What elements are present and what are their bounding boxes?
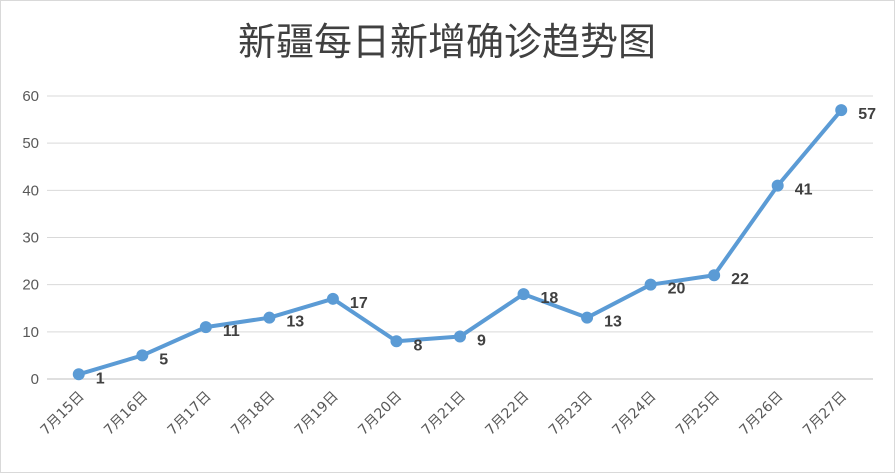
data-label: 13 — [604, 314, 622, 331]
x-tick-label: 7月22日 — [482, 389, 532, 439]
data-point — [771, 179, 784, 192]
data-point — [517, 288, 530, 301]
x-tick-label: 7月24日 — [609, 389, 659, 439]
y-tick-label: 50 — [22, 135, 39, 152]
y-tick-label: 0 — [31, 371, 39, 388]
data-point — [454, 330, 466, 343]
x-tick-label: 7月25日 — [673, 389, 723, 439]
series-layer — [72, 104, 848, 381]
data-label: 1 — [96, 370, 105, 387]
data-label: 8 — [413, 337, 422, 354]
data-label: 22 — [731, 271, 749, 288]
x-tick-label: 7月27日 — [800, 389, 850, 439]
data-label: 18 — [541, 290, 559, 307]
data-label: 5 — [159, 351, 168, 368]
y-tick-label: 30 — [22, 230, 39, 247]
y-tick-label: 10 — [22, 324, 39, 341]
data-labels: 1 5 11 13 17 8 9 18 13 20 22 41 57 — [96, 106, 876, 387]
x-tick-label: 7月17日 — [165, 389, 215, 439]
x-tick-label: 7月15日 — [38, 389, 88, 439]
x-tick-label: 7月23日 — [546, 389, 596, 439]
data-label: 57 — [858, 106, 876, 123]
x-tick-label: 7月26日 — [737, 389, 787, 439]
x-tick-label: 7月19日 — [292, 389, 342, 439]
data-point — [263, 311, 276, 324]
data-point — [708, 269, 721, 282]
data-point — [199, 321, 212, 334]
data-point — [644, 278, 657, 291]
data-label: 11 — [223, 323, 240, 340]
data-label: 17 — [350, 295, 368, 312]
data-label: 20 — [668, 281, 686, 298]
y-axis-ticks: 0 10 20 30 40 50 60 — [22, 88, 39, 388]
x-tick-label: 7月16日 — [101, 389, 151, 439]
data-point — [326, 292, 339, 305]
y-tick-label: 60 — [22, 88, 39, 105]
data-label: 41 — [795, 182, 813, 199]
data-label: 9 — [477, 333, 486, 350]
data-point — [136, 349, 149, 362]
x-axis-ticks: 7月15日 7月16日 7月17日 7月18日 7月19日 7月20日 7月21日 7月22日… — [38, 389, 850, 439]
data-point — [835, 104, 848, 117]
data-point — [390, 335, 403, 348]
x-tick-label: 7月18日 — [228, 389, 278, 439]
data-point — [72, 368, 85, 381]
y-tick-label: 20 — [22, 277, 39, 294]
y-tick-label: 40 — [22, 182, 39, 199]
x-tick-label: 7月20日 — [355, 389, 405, 439]
data-point — [581, 311, 594, 324]
data-label: 13 — [286, 314, 304, 331]
gridlines — [47, 95, 873, 380]
x-tick-label: 7月21日 — [419, 389, 469, 439]
chart-title: 新疆每日新增确诊趋势图 — [238, 20, 656, 64]
